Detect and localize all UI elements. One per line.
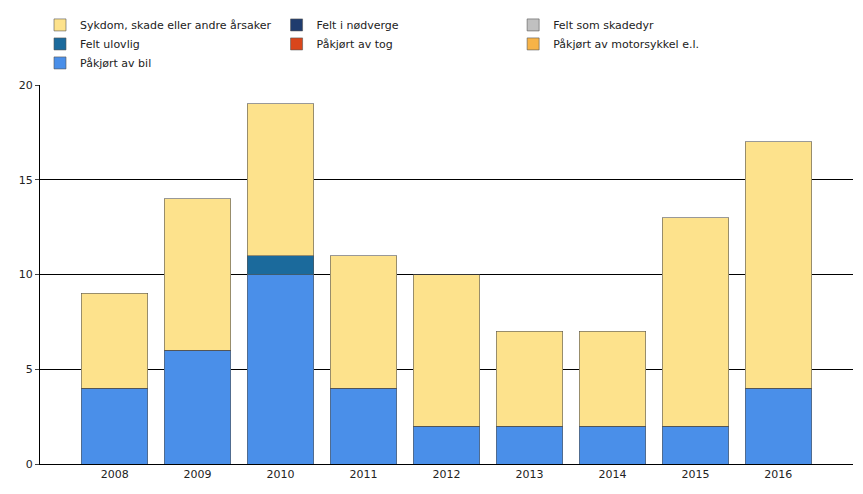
- svg-text:0: 0: [26, 458, 33, 471]
- svg-text:Felt ulovlig: Felt ulovlig: [80, 38, 140, 51]
- svg-text:2013: 2013: [515, 468, 543, 481]
- svg-text:Påkjørt av motorsykkel e.l.: Påkjørt av motorsykkel e.l.: [553, 38, 699, 51]
- svg-text:2009: 2009: [184, 468, 212, 481]
- svg-text:2014: 2014: [598, 468, 626, 481]
- svg-text:15: 15: [19, 174, 33, 187]
- svg-text:20: 20: [19, 79, 33, 92]
- svg-text:2011: 2011: [350, 468, 378, 481]
- svg-text:2012: 2012: [433, 468, 461, 481]
- svg-text:2016: 2016: [764, 468, 792, 481]
- svg-text:10: 10: [19, 268, 33, 281]
- svg-text:Sykdom, skade eller andre årsa: Sykdom, skade eller andre årsaker: [80, 19, 272, 32]
- svg-text:2008: 2008: [101, 468, 129, 481]
- svg-text:Påkjørt av tog: Påkjørt av tog: [317, 38, 393, 51]
- svg-text:2010: 2010: [267, 468, 295, 481]
- svg-text:Påkjørt av bil: Påkjørt av bil: [80, 57, 151, 70]
- svg-text:Felt som skadedyr: Felt som skadedyr: [553, 19, 654, 32]
- svg-text:Felt i nødverge: Felt i nødverge: [317, 19, 399, 32]
- svg-text:5: 5: [26, 363, 33, 376]
- svg-text:2015: 2015: [681, 468, 709, 481]
